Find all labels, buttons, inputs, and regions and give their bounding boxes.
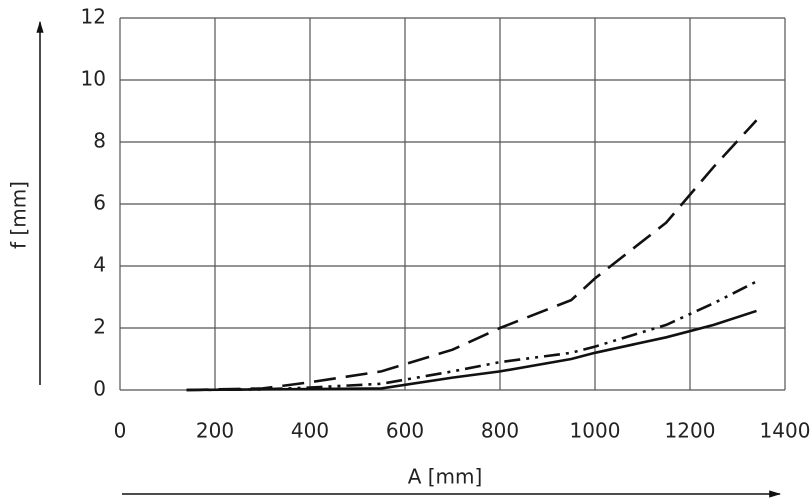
y-tick-label: 4 <box>93 253 106 277</box>
x-tick-label: 200 <box>196 419 234 443</box>
line-series <box>186 309 757 392</box>
y-tick-label: 0 <box>93 377 106 401</box>
y-tick-label: 10 <box>81 67 106 91</box>
y-tick-label: 12 <box>81 5 106 29</box>
x-tick-label: 800 <box>481 419 519 443</box>
line-series <box>186 119 758 392</box>
x-tick-label: 1000 <box>570 419 621 443</box>
y-axis-label: f [mm] <box>7 181 31 249</box>
x-tick-label: 600 <box>386 419 424 443</box>
line-series <box>186 280 758 392</box>
y-tick-label: 2 <box>93 315 106 339</box>
x-tick-label: 400 <box>291 419 329 443</box>
x-axis-label: A [mm] <box>408 465 483 489</box>
x-tick-label: 1400 <box>760 419 811 443</box>
x-tick-label: 1200 <box>665 419 716 443</box>
y-tick-label: 6 <box>93 191 106 215</box>
y-tick-label: 8 <box>93 129 106 153</box>
x-tick-label: 0 <box>114 419 127 443</box>
